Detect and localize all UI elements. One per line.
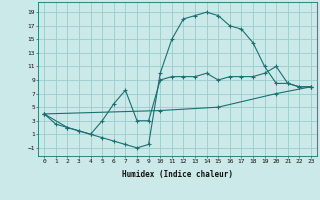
- X-axis label: Humidex (Indice chaleur): Humidex (Indice chaleur): [122, 170, 233, 179]
